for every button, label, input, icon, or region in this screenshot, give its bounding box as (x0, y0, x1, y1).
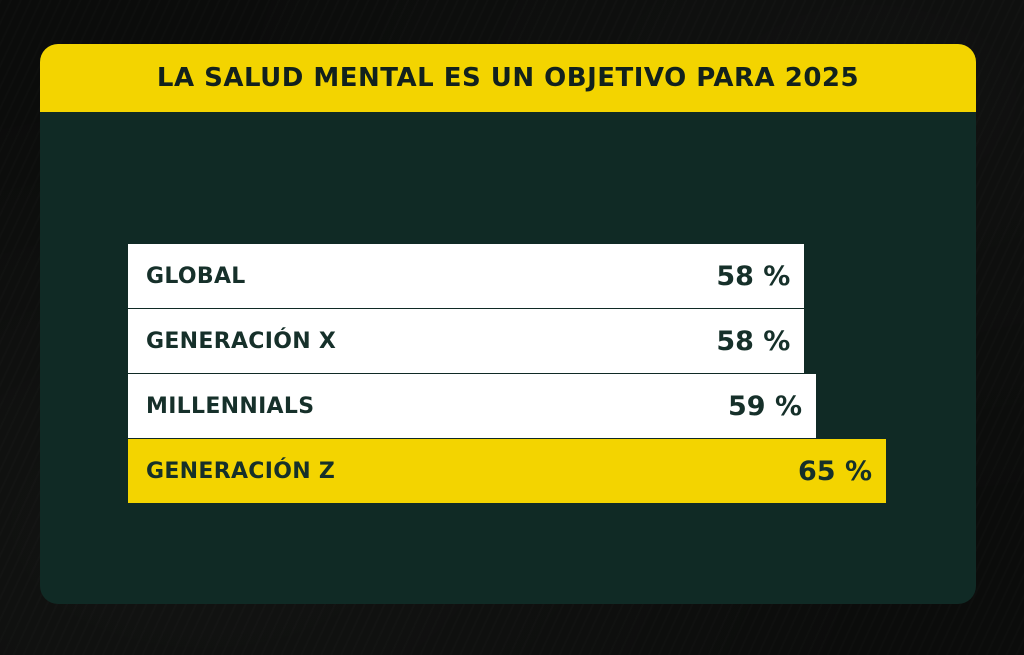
bar-label: GLOBAL (146, 263, 246, 289)
chart-title: LA SALUD MENTAL ES UN OBJETIVO PARA 2025 (156, 63, 860, 93)
bar-global: GLOBAL 58 % (128, 244, 805, 308)
title-banner: LA SALUD MENTAL ES UN OBJETIVO PARA 2025 (40, 44, 976, 112)
bar-value-label: 65 % (797, 455, 872, 487)
bar-generación-z: GENERACIÓN Z 65 % (128, 439, 886, 503)
bar-value-label: 58 % (716, 260, 791, 292)
bar-value-label: 58 % (716, 325, 791, 357)
bar-generación-x: GENERACIÓN X 58 % (128, 309, 805, 373)
bar-value-label: 59 % (727, 390, 803, 422)
bar-millennials: MILLENNIALS 59 % (128, 374, 817, 438)
bar-label: GENERACIÓN Z (146, 458, 336, 484)
bar-label: GENERACIÓN X (146, 328, 337, 354)
bar-label: MILLENNIALS (146, 393, 315, 419)
chart-card: LA SALUD MENTAL ES UN OBJETIVO PARA 2025… (40, 44, 976, 604)
